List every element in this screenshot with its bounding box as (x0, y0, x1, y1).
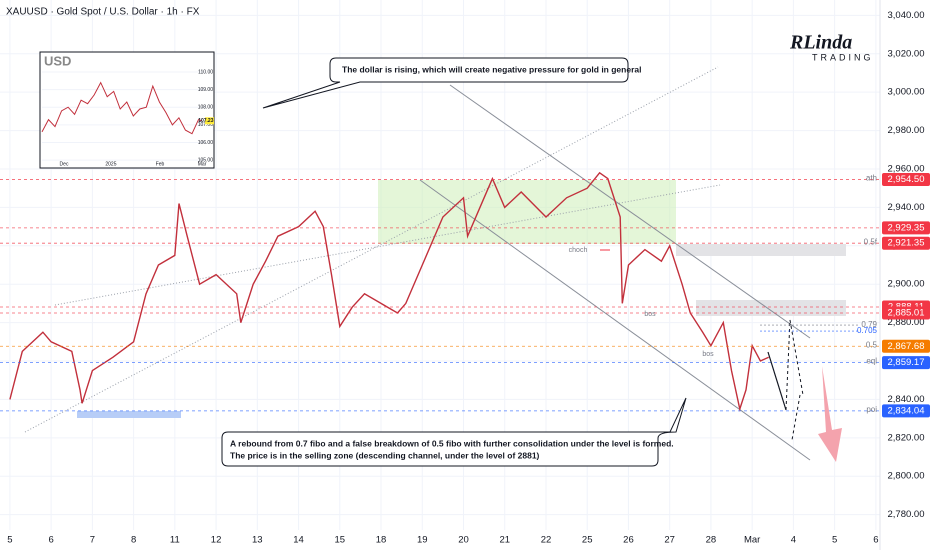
level-label: 2,859.17 (888, 357, 925, 368)
inset-x-label: Feb (156, 161, 165, 167)
y-tick-label: 3,000.00 (888, 87, 925, 98)
level-label: 2,867.68 (888, 341, 925, 352)
inset-x-label: 2025 (105, 161, 116, 167)
inset-title: USD (44, 53, 71, 68)
level-box (882, 173, 930, 187)
y-tick-label: 3,020.00 (888, 48, 925, 59)
level-label: 2,929.35 (888, 222, 925, 233)
forecast-arrow (767, 351, 787, 411)
annotation: bos (702, 351, 714, 358)
fib-tag: 0.79 (861, 320, 877, 329)
inset-y-label: 106.00 (198, 140, 214, 146)
x-tick-label: 26 (623, 535, 634, 546)
annotation: choch (569, 247, 588, 254)
price-axis: 2,780.002,800.002,820.002,840.002,860.00… (879, 0, 932, 550)
level-box (882, 306, 930, 320)
level-box (882, 356, 930, 370)
forecast-arrow (785, 319, 804, 441)
y-tick-label: 2,900.00 (888, 279, 925, 290)
axis-bg (880, 0, 932, 550)
x-tick-label: 12 (211, 535, 222, 546)
x-tick-label: Mar (744, 535, 760, 546)
x-tick-label: 21 (499, 535, 510, 546)
level-tag: ath (866, 174, 877, 183)
level-label: 2,885.01 (888, 308, 925, 319)
supply-zone (378, 180, 676, 244)
callout-text: The price is in the selling zone (descen… (230, 450, 540, 460)
down-arrow (818, 366, 842, 462)
chart-title: XAUUSD · Gold Spot / U.S. Dollar · 1h · … (6, 7, 200, 18)
inset-x-label: Mar (198, 161, 207, 167)
level-box (882, 339, 930, 353)
marks (0, 171, 880, 412)
inset-y-label: 105.00 (198, 157, 214, 163)
inset-x-label: Dec (60, 161, 69, 167)
price-line (9, 171, 769, 412)
x-tick-label: 7 (90, 535, 95, 546)
y-tick-label: 2,940.00 (888, 202, 925, 213)
level-box (882, 236, 930, 250)
y-tick-label: 2,780.00 (888, 509, 925, 520)
y-tick-label: 2,880.00 (888, 317, 925, 328)
x-tick-label: 18 (376, 535, 387, 546)
annotation: bos (644, 311, 656, 318)
callout (221, 397, 687, 467)
callout (262, 57, 629, 109)
y-tick-label: 2,960.00 (888, 164, 925, 175)
x-tick-label: 20 (458, 535, 469, 546)
x-tick-label: 5 (7, 535, 12, 546)
x-tick-label: 6 (48, 535, 53, 546)
inset: 105.00 106.00 107.00 108.00 109.00 110.00 Dec 2… (41, 69, 214, 167)
fib-tag: 0.705 (857, 326, 878, 335)
callout-text: The dollar is rising, which will create … (342, 64, 641, 74)
x-tick-label: 5 (832, 535, 837, 546)
x-tick-label: 19 (417, 535, 428, 546)
x-tick-label: 14 (293, 535, 304, 546)
level-tag: 0.5 (866, 340, 878, 349)
y-tick-label: 2,980.00 (888, 125, 925, 136)
zone (696, 300, 846, 316)
x-tick-label: 6 (873, 535, 878, 546)
x-tick-label: 4 (791, 535, 796, 546)
level-label: 2,921.35 (888, 238, 925, 249)
inset-last-label: 107.23 (198, 118, 214, 124)
inset-y-label: 109.00 (198, 87, 214, 93)
y-tick-label: 2,800.00 (888, 471, 925, 482)
zone (676, 244, 846, 256)
logo-sub: TRADING (812, 52, 874, 62)
inset-y-label: 108.00 (198, 105, 214, 111)
inset-line (41, 81, 202, 135)
level-box (882, 404, 930, 418)
poi-zone (77, 411, 181, 418)
inset-y-label: 107.00 (198, 122, 214, 128)
callout-text: A rebound from 0.7 fibo and a false brea… (230, 438, 674, 448)
x-tick-label: 11 (170, 535, 180, 546)
x-tick-label: 28 (706, 535, 717, 546)
channel-line (419, 179, 811, 461)
y-tick-label: 2,840.00 (888, 394, 925, 405)
y-tick-label: 3,040.00 (888, 10, 925, 21)
x-tick-label: 13 (252, 535, 263, 546)
level-tag: eql (866, 357, 877, 366)
inset-last-box (205, 117, 214, 125)
x-tick-label: 22 (541, 535, 552, 546)
level-label: 2,834.04 (888, 405, 925, 416)
inset-y-label: 110.00 (198, 69, 213, 75)
level-box (882, 221, 930, 235)
x-tick-label: 27 (664, 535, 675, 546)
x-tick-label: 15 (335, 535, 346, 546)
level-tag: 0.5f (864, 237, 878, 246)
logo: RLinda (789, 32, 852, 54)
x-tick-label: 8 (131, 535, 136, 546)
x-tick-label: 25 (582, 535, 593, 546)
y-tick-label: 2,820.00 (888, 432, 925, 443)
inset-frame (39, 51, 215, 169)
level-label: 2,954.50 (888, 174, 925, 185)
level-tag: poi (866, 405, 877, 414)
channel-line (449, 84, 811, 339)
